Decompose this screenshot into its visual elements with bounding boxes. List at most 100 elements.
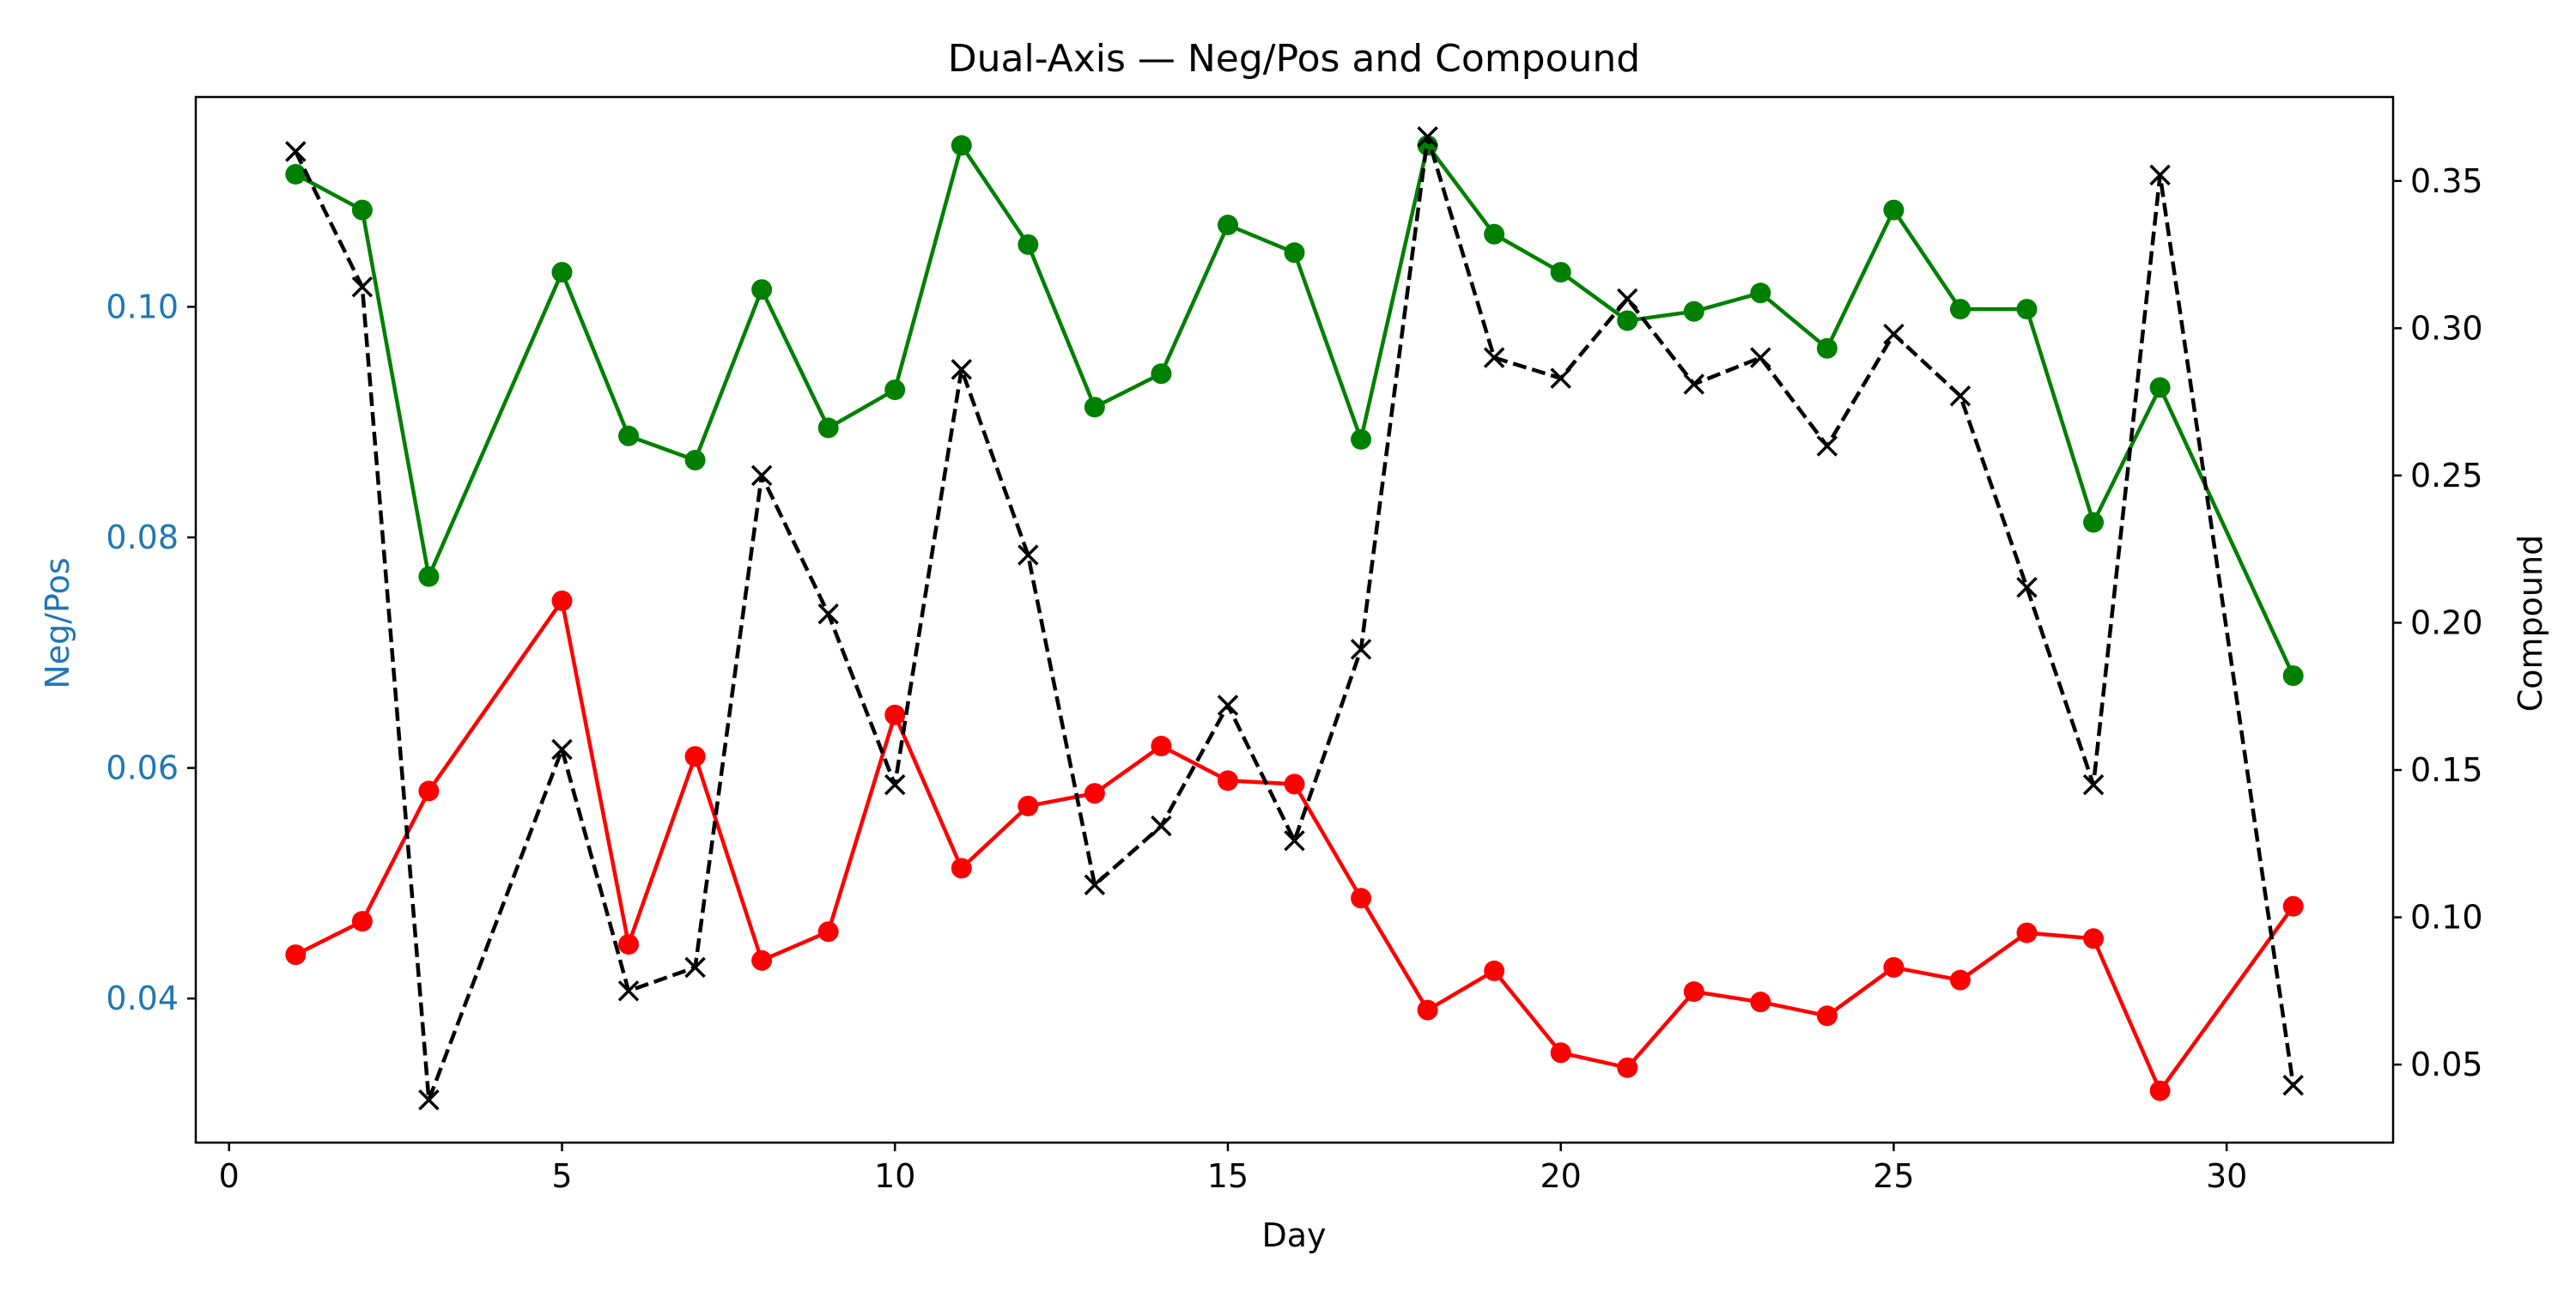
compound-point: [1550, 367, 1571, 389]
compound-point: [1417, 126, 1438, 148]
y-right-tick-label: 0.35: [2410, 162, 2483, 200]
x-tick-label: 30: [2206, 1157, 2247, 1195]
pos-point: [2282, 665, 2304, 687]
pos-point: [1550, 262, 1571, 283]
compound-point: [884, 773, 906, 796]
neg-point: [751, 949, 773, 971]
neg-point: [1417, 999, 1438, 1021]
compound-point: [285, 141, 307, 162]
y-right-tick-label: 0.30: [2410, 309, 2483, 347]
pos-series: [285, 135, 2304, 687]
neg-point: [351, 911, 373, 932]
x-tick-label: 25: [1873, 1157, 1914, 1195]
pos-point: [1949, 299, 1971, 320]
compound-point: [1284, 830, 1305, 852]
compound-point: [351, 276, 374, 298]
y-right-tick-label: 0.05: [2410, 1046, 2483, 1083]
compound-point: [1750, 347, 1771, 368]
neg-series: [285, 590, 2304, 1101]
pos-point: [1683, 300, 1704, 322]
compound-point: [750, 464, 773, 487]
compound-point: [1616, 288, 1638, 310]
pos-point: [351, 199, 373, 221]
pos-point: [618, 425, 640, 446]
x-tick-label: 15: [1207, 1157, 1249, 1195]
neg-point: [684, 746, 706, 767]
pos-point: [2016, 299, 2038, 320]
pos-point: [817, 417, 839, 439]
compound-point: [2016, 577, 2038, 598]
neg-point: [551, 590, 573, 611]
compound-point: [2149, 164, 2171, 186]
chart-title: Dual-Axis — Neg/Pos and Compound: [948, 37, 1640, 81]
compound-point: [418, 1089, 440, 1111]
neg-point: [1084, 783, 1105, 804]
compound-point: [617, 980, 640, 1002]
compound-point: [1350, 639, 1372, 660]
compound-point: [1018, 544, 1039, 566]
neg-point: [1484, 960, 1505, 981]
y-axis-left-label: Neg/Pos: [39, 557, 76, 688]
neg-point: [1816, 1005, 1838, 1027]
neg-point: [285, 944, 307, 966]
x-tick-label: 5: [551, 1157, 572, 1195]
tick-layer: 0 5 10 15 20 25 30 0.04 0.06 0.08 0.10 0.05 0.10 0.15…: [106, 162, 2482, 1195]
compound-point: [1949, 385, 1971, 407]
neg-point: [1284, 773, 1305, 795]
y-right-tick-label: 0.10: [2410, 899, 2483, 937]
pos-point: [1284, 242, 1305, 264]
x-tick-label: 0: [219, 1157, 240, 1195]
pos-point: [1484, 223, 1505, 245]
compound-point: [1151, 815, 1172, 837]
pos-point: [1750, 282, 1771, 304]
pos-point: [1018, 234, 1039, 255]
pos-point: [951, 135, 972, 156]
pos-point: [418, 566, 440, 587]
neg-point: [1018, 795, 1039, 816]
neg-point: [817, 921, 839, 943]
compound-point: [1217, 695, 1239, 716]
compound-point: [817, 603, 839, 625]
y-left-tick-label: 0.10: [106, 288, 179, 325]
pos-point: [2149, 377, 2171, 398]
neg-point: [2083, 928, 2105, 949]
compound-point: [1683, 373, 1705, 395]
compound-point: [1084, 874, 1106, 896]
compound-point: [684, 956, 706, 979]
pos-point: [1217, 215, 1238, 236]
neg-point: [618, 934, 640, 955]
plot-frame: [194, 95, 2395, 1144]
pos-point: [551, 262, 573, 283]
pos-point: [1351, 428, 1372, 450]
pos-point: [684, 450, 706, 471]
neg-point: [2149, 1080, 2171, 1101]
compound-point: [551, 738, 573, 761]
neg-point: [951, 858, 972, 879]
neg-point: [1617, 1057, 1638, 1078]
compound-point: [1816, 435, 1838, 457]
series-layer: [285, 126, 2304, 1111]
neg-point: [2282, 895, 2304, 917]
y-right-tick-label: 0.25: [2410, 457, 2483, 494]
x-tick-label: 10: [874, 1157, 915, 1195]
compound-point: [2282, 1074, 2304, 1096]
pos-point: [1883, 199, 1905, 221]
neg-point: [1750, 992, 1771, 1013]
x-tick-label: 20: [1540, 1157, 1582, 1195]
neg-point: [1683, 981, 1704, 1003]
y-left-tick-label: 0.04: [106, 980, 179, 1017]
neg-point: [1949, 969, 1971, 991]
pos-point: [884, 379, 906, 401]
pos-point: [1617, 310, 1638, 331]
pos-point: [751, 279, 773, 300]
pos-point: [2083, 512, 2105, 533]
compound-point: [951, 359, 973, 380]
y-right-tick-label: 0.20: [2410, 604, 2483, 641]
compound-line: [294, 135, 2295, 1102]
pos-point: [1151, 363, 1172, 385]
y-right-tick-label: 0.15: [2410, 751, 2483, 789]
neg-point: [1217, 770, 1238, 792]
